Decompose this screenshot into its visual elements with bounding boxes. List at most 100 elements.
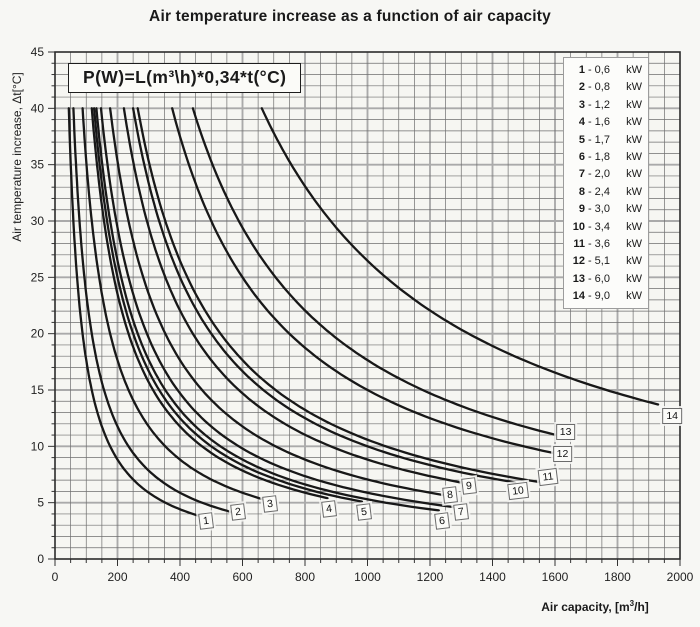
legend-item-separator: - [588, 272, 592, 285]
legend-item-number: 2 [578, 81, 585, 94]
legend-item-number: 4 [578, 116, 585, 129]
x-tick-label: 1600 [542, 570, 569, 584]
legend-item-unit: kW [626, 116, 642, 129]
curve-path-7 [99, 107, 460, 509]
legend-item-value: 3,4 [594, 220, 610, 233]
legend-item-value: 3,0 [594, 203, 610, 216]
x-tick-label: 1400 [479, 570, 506, 584]
legend-item-separator: - [588, 150, 592, 163]
legend-item-value: 1,8 [594, 150, 610, 163]
y-tick-label: 0 [37, 552, 44, 566]
curve-path-8 [108, 107, 449, 497]
legend-item-value: 1,2 [594, 98, 610, 111]
curve-path-12 [171, 107, 560, 456]
legend-item-number: 8 [578, 185, 585, 198]
legend-item-number: 3 [578, 98, 585, 111]
legend-item-value: 1,7 [594, 133, 610, 146]
curve-path-5 [92, 107, 364, 503]
y-tick-label: 45 [31, 45, 45, 59]
legend-item-11: 11-3,6 kW [569, 236, 642, 253]
curve-path-3 [81, 107, 270, 502]
x-tick-label: 1800 [604, 570, 631, 584]
legend-item-number: 13 [572, 272, 585, 285]
x-tick-label: 400 [170, 570, 190, 584]
legend-item-9: 9-3,0 kW [569, 201, 642, 218]
legend-item-unit: kW [626, 185, 642, 198]
legend-item-unit: kW [626, 203, 642, 216]
curve-path-1 [67, 107, 205, 519]
x-axis-title: Air capacity, [m3/h] [510, 599, 680, 614]
legend-item-value: 0,8 [594, 81, 610, 94]
legend-item-number: 12 [572, 255, 585, 268]
y-axis-title: Air temperature increase, Δt[°C] [10, 72, 24, 242]
legend-item-value: 6,0 [594, 272, 610, 285]
legend-item-unit: kW [626, 290, 642, 303]
legend-item-10: 10-3,4 kW [569, 219, 642, 236]
legend-item-number: 7 [578, 168, 585, 181]
legend-item-separator: - [588, 133, 592, 146]
legend-item-number: 11 [573, 237, 585, 250]
legend-item-1: 1-0,6 kW [569, 62, 642, 79]
legend-item-number: 14 [572, 290, 585, 303]
legend-item-value: 0,6 [594, 64, 610, 76]
curve-path-13 [191, 107, 564, 438]
legend-item-value: 2,4 [594, 185, 610, 198]
curve-path-10 [131, 107, 517, 484]
x-axis-title-text: /h] [634, 600, 649, 614]
y-tick-label: 35 [31, 158, 45, 172]
x-tick-label: 1000 [354, 570, 381, 584]
legend-item-unit: kW [626, 98, 642, 111]
legend-item-5: 5-1,7 kW [569, 132, 642, 149]
curve-path-14 [260, 107, 660, 406]
y-tick-label: 20 [31, 327, 45, 341]
curve-path-2 [72, 107, 237, 515]
legend-item-separator: - [588, 81, 592, 94]
y-tick-label: 5 [37, 496, 44, 510]
legend-item-unit: kW [626, 272, 642, 285]
legend-item-separator: - [588, 237, 592, 250]
legend-item-7: 7-2,0 kW [569, 166, 642, 183]
legend-item-value: 3,6 [594, 237, 610, 250]
y-tick-label: 10 [31, 439, 45, 453]
legend-item-unit: kW [626, 168, 642, 181]
x-tick-label: 1200 [417, 570, 444, 584]
legend-item-separator: - [588, 255, 592, 268]
x-tick-label: 600 [232, 570, 252, 584]
x-axis-title-text: Air capacity, [m [541, 600, 630, 614]
legend-item-value: 2,0 [594, 168, 610, 181]
curve-path-11 [136, 107, 546, 484]
legend-item-value: 1,6 [594, 116, 610, 129]
x-tick-label: 2000 [667, 570, 694, 584]
legend-item-separator: - [588, 116, 592, 129]
legend-item-6: 6-1,8 kW [569, 149, 642, 166]
legend-item-value: 5,1 [594, 255, 610, 268]
curve-path-4 [90, 107, 329, 500]
plot-border [54, 51, 681, 560]
legend-item-unit: kW [626, 150, 642, 163]
legend-item-separator: - [588, 98, 592, 111]
chart-title: Air temperature increase as a function o… [149, 8, 551, 25]
y-tick-label: 15 [31, 383, 45, 397]
legend-item-2: 2-0,8 kW [569, 79, 642, 96]
legend-item-8: 8-2,4 kW [569, 184, 642, 201]
x-tick-label: 0 [52, 570, 59, 584]
legend-item-number: 10 [572, 220, 585, 233]
legend-item-value: 9,0 [594, 290, 610, 303]
x-tick-label: 200 [107, 570, 127, 584]
legend-item-3: 3-1,2 kW [569, 97, 642, 114]
y-tick-label: 30 [31, 214, 45, 228]
legend-item-separator: - [588, 168, 592, 181]
legend-item-number: 5 [578, 133, 585, 146]
legend-item-separator: - [588, 220, 592, 233]
formula-box: P(W)=L(m³\h)*0,34*t(°C) [68, 63, 302, 93]
legend-item-separator: - [588, 64, 592, 76]
legend-item-unit: kW [626, 133, 642, 146]
legend-item-unit: kW [626, 220, 642, 233]
legend-item-number: 6 [578, 150, 585, 163]
legend-item-unit: kW [626, 64, 642, 76]
legend-item-unit: kW [626, 81, 642, 94]
legend-item-number: 9 [578, 203, 585, 216]
legend-item-separator: - [588, 290, 592, 303]
legend-item-separator: - [588, 203, 592, 216]
